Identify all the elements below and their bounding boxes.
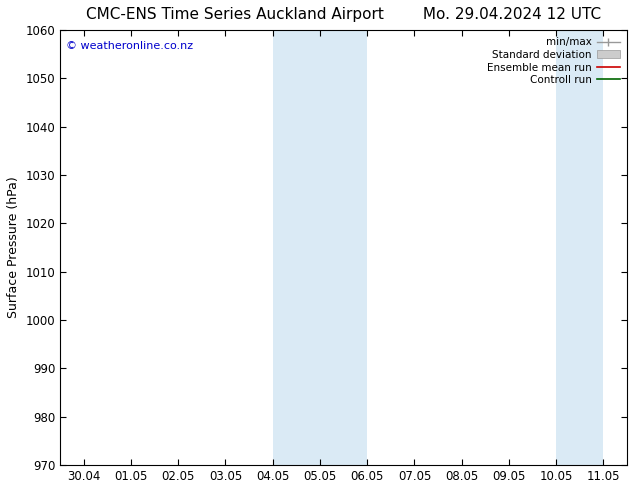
Legend: min/max, Standard deviation, Ensemble mean run, Controll run: min/max, Standard deviation, Ensemble me… — [485, 35, 622, 87]
Bar — [273, 30, 367, 465]
Y-axis label: Surface Pressure (hPa): Surface Pressure (hPa) — [7, 177, 20, 318]
Title: CMC-ENS Time Series Auckland Airport        Mo. 29.04.2024 12 UTC: CMC-ENS Time Series Auckland Airport Mo.… — [86, 7, 601, 22]
Text: © weatheronline.co.nz: © weatheronline.co.nz — [66, 41, 193, 51]
Bar — [556, 30, 604, 465]
